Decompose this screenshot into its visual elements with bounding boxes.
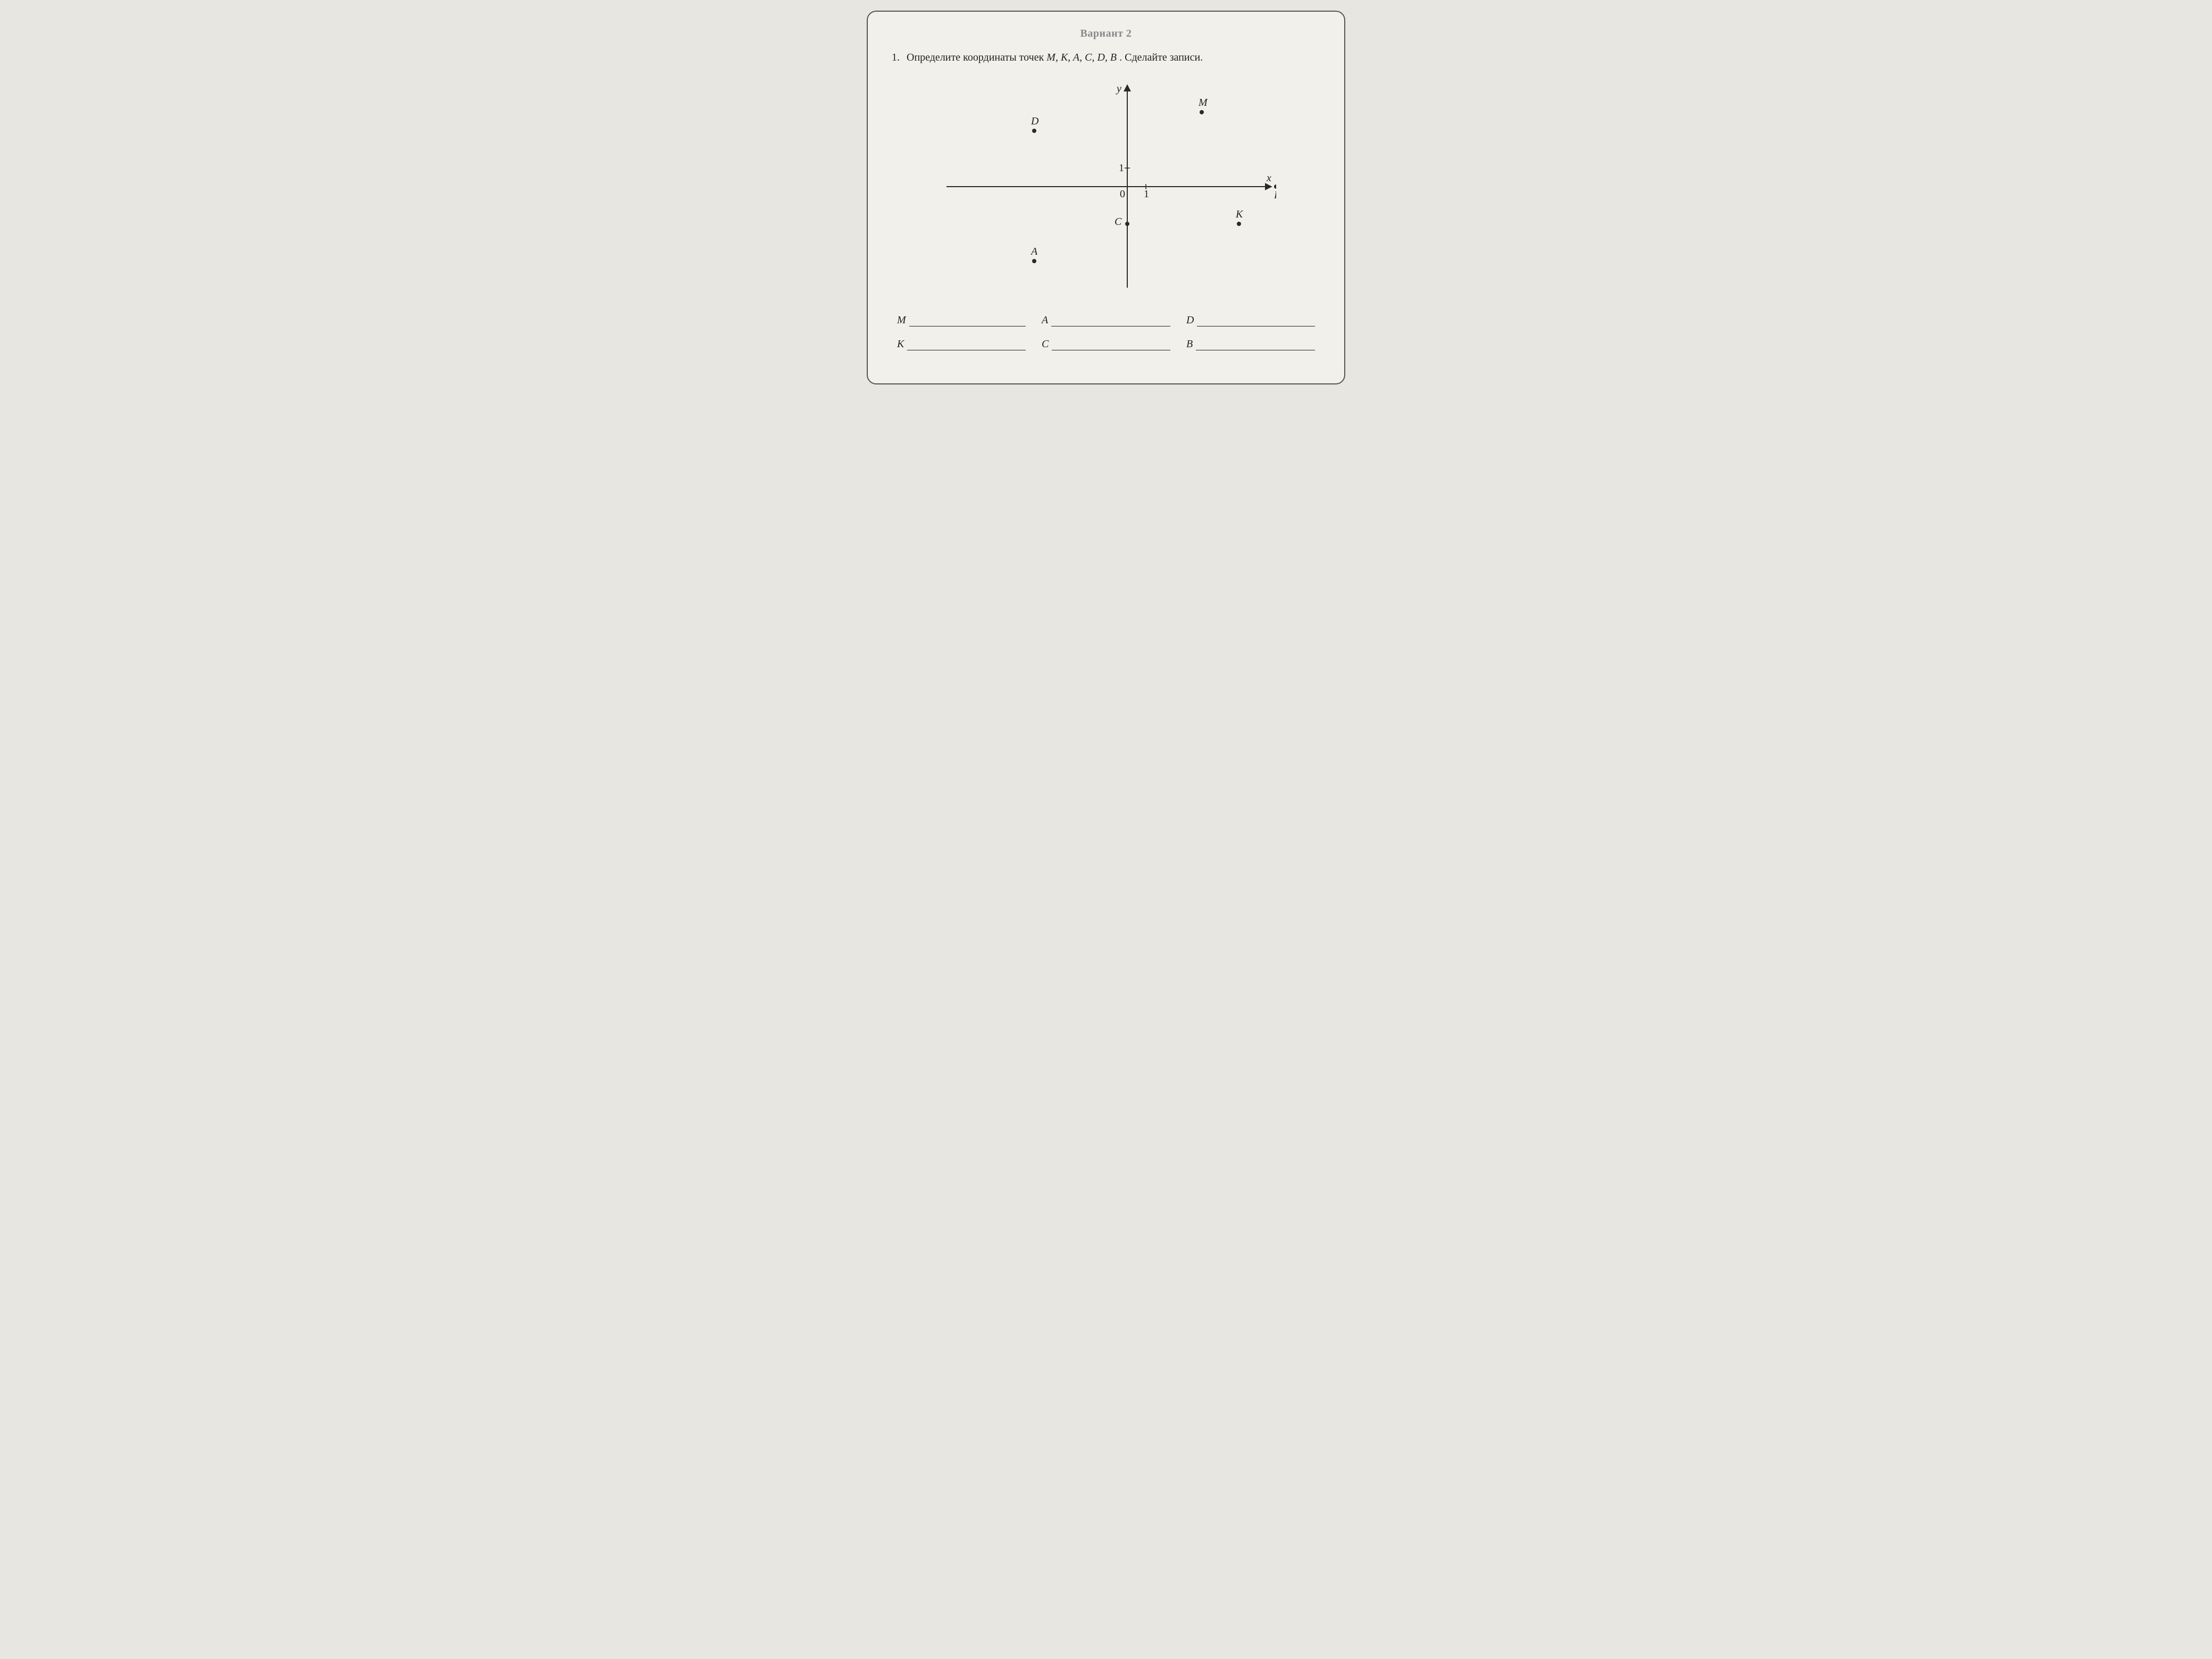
- question-text: 1. Определите координаты точек M, K, A, …: [892, 49, 1320, 65]
- worksheet-page: Вариант 2 1. Определите координаты точек…: [867, 11, 1345, 384]
- answer-cell: B: [1186, 338, 1315, 350]
- answer-cell: M: [897, 314, 1026, 326]
- svg-text:K: K: [1235, 208, 1244, 220]
- answer-blank-b[interactable]: [1196, 339, 1315, 350]
- answer-cell: D: [1186, 314, 1315, 326]
- svg-text:x: x: [1266, 172, 1271, 184]
- svg-text:B: B: [1274, 189, 1276, 201]
- answer-row: MAD: [892, 314, 1320, 326]
- answer-row: KCB: [892, 338, 1320, 350]
- coordinate-chart: 0 1 1 x y M D B C K A: [936, 80, 1276, 293]
- question-number: 1.: [892, 52, 900, 63]
- answer-cell: K: [897, 338, 1026, 350]
- svg-text:C: C: [1115, 216, 1122, 228]
- answer-label-m: M: [897, 314, 906, 326]
- svg-text:M: M: [1198, 97, 1208, 108]
- answer-label-a: A: [1042, 314, 1048, 326]
- question-text-before: Определите координаты точек: [907, 52, 1046, 63]
- svg-text:A: A: [1030, 246, 1038, 257]
- svg-text:0: 0: [1120, 188, 1125, 200]
- svg-text:1: 1: [1119, 162, 1124, 174]
- answer-label-k: K: [897, 338, 904, 350]
- answer-blank-d[interactable]: [1197, 315, 1315, 326]
- answer-blank-c[interactable]: [1052, 339, 1170, 350]
- answer-cell: A: [1042, 314, 1170, 326]
- svg-text:1: 1: [1144, 188, 1149, 200]
- question-text-after: . Сделайте записи.: [1119, 52, 1203, 63]
- coordinate-chart-container: 0 1 1 x y M D B C K A: [892, 80, 1320, 293]
- answer-blank-m[interactable]: [909, 315, 1026, 326]
- answer-label-c: C: [1042, 338, 1049, 350]
- variant-title: Вариант 2: [892, 28, 1320, 40]
- question-points-list: M, K, A, C, D, B: [1046, 52, 1117, 63]
- answer-cell: C: [1042, 338, 1170, 350]
- answer-blank-a[interactable]: [1051, 315, 1170, 326]
- answer-blank-k[interactable]: [907, 339, 1026, 350]
- svg-text:y: y: [1116, 83, 1121, 95]
- svg-text:D: D: [1030, 115, 1039, 127]
- answer-label-b: B: [1186, 338, 1193, 350]
- answer-label-d: D: [1186, 314, 1194, 326]
- answer-blanks: M A D K C B: [892, 314, 1320, 350]
